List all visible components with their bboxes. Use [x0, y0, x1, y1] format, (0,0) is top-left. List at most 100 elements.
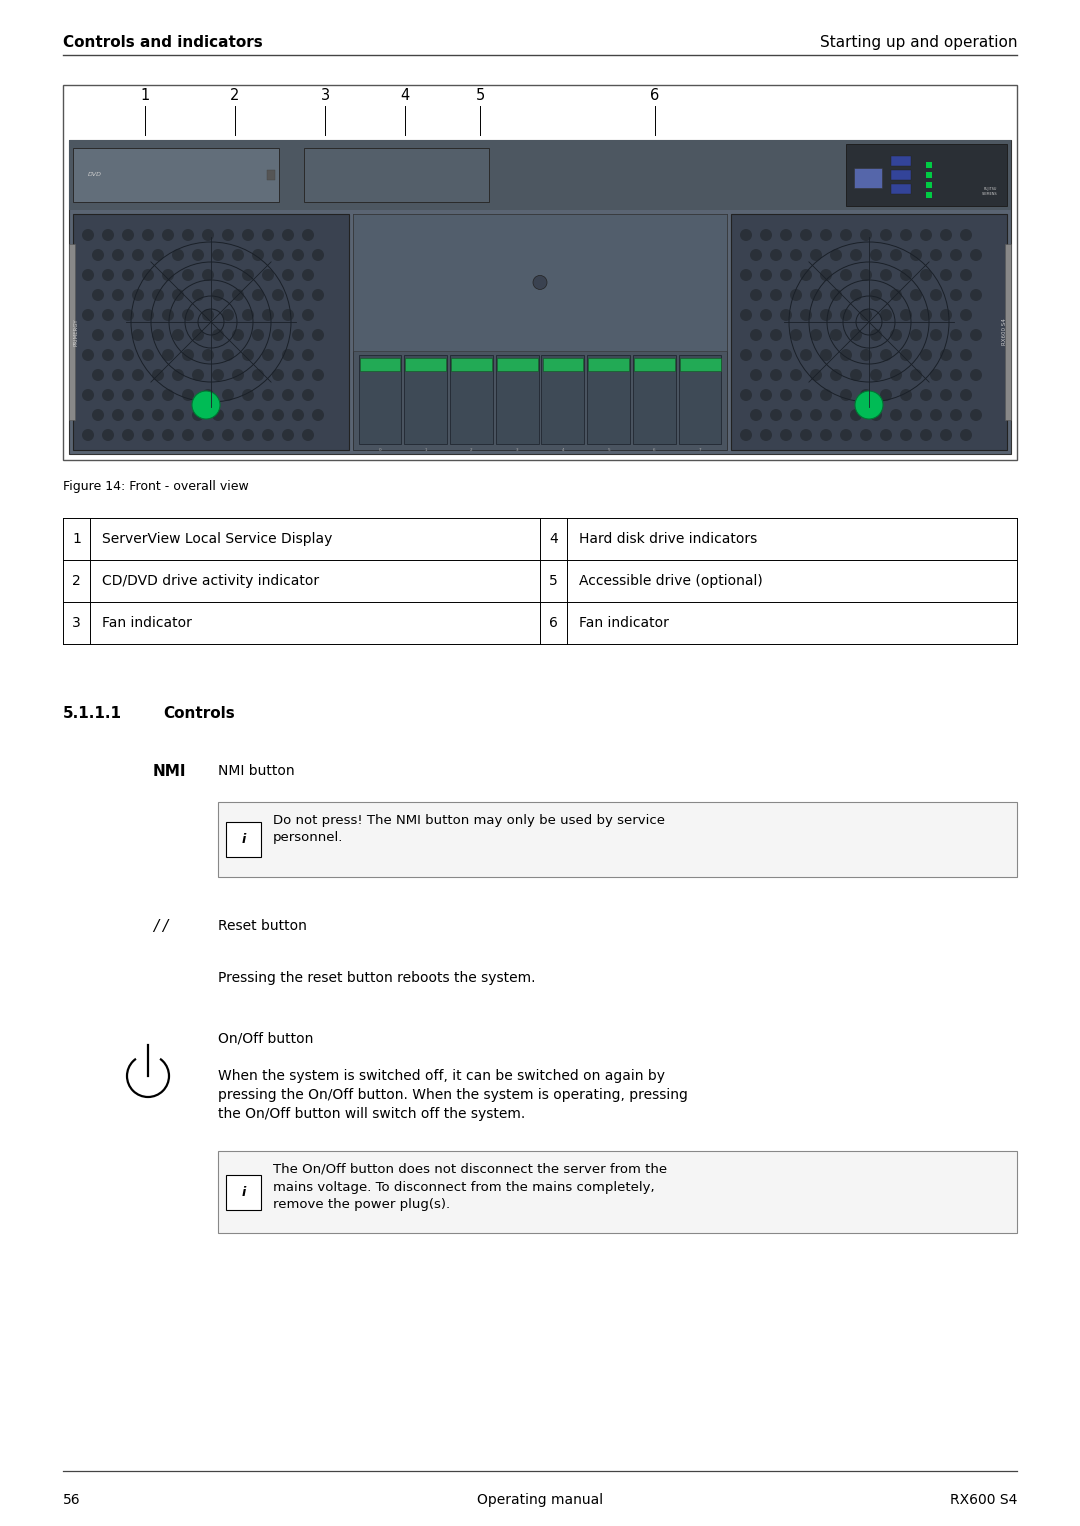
Bar: [451, 359, 491, 371]
Circle shape: [740, 308, 752, 320]
Circle shape: [890, 409, 902, 421]
Circle shape: [183, 349, 194, 362]
Circle shape: [141, 269, 154, 281]
Circle shape: [302, 389, 314, 401]
Text: 5: 5: [607, 449, 610, 452]
Circle shape: [880, 349, 892, 362]
Circle shape: [252, 330, 264, 340]
Circle shape: [740, 229, 752, 241]
Bar: [926, 162, 932, 168]
Circle shape: [950, 409, 962, 421]
Bar: [69, 140, 1011, 211]
Bar: [634, 359, 675, 371]
Circle shape: [102, 389, 114, 401]
Circle shape: [810, 249, 822, 261]
Circle shape: [292, 249, 303, 261]
Circle shape: [831, 330, 842, 340]
Circle shape: [92, 288, 104, 301]
Circle shape: [789, 249, 802, 261]
Text: 2: 2: [230, 89, 240, 102]
Bar: [846, 143, 1007, 206]
Circle shape: [820, 349, 832, 362]
Circle shape: [960, 349, 972, 362]
Circle shape: [183, 429, 194, 441]
Circle shape: [810, 288, 822, 301]
Text: 4: 4: [562, 449, 564, 452]
Circle shape: [740, 269, 752, 281]
Bar: [353, 214, 727, 450]
Circle shape: [122, 308, 134, 320]
Bar: [353, 214, 727, 351]
Text: Reset button: Reset button: [218, 919, 307, 932]
Circle shape: [282, 349, 294, 362]
Text: Operating manual: Operating manual: [477, 1492, 603, 1508]
Circle shape: [152, 409, 164, 421]
Circle shape: [141, 308, 154, 320]
Circle shape: [831, 409, 842, 421]
Circle shape: [850, 330, 862, 340]
Text: 3: 3: [321, 89, 329, 102]
Circle shape: [222, 429, 234, 441]
Circle shape: [242, 308, 254, 320]
Circle shape: [840, 229, 852, 241]
Circle shape: [950, 288, 962, 301]
Circle shape: [900, 269, 912, 281]
Text: Fan indicator: Fan indicator: [579, 617, 669, 630]
Circle shape: [850, 288, 862, 301]
Circle shape: [750, 330, 762, 340]
Circle shape: [162, 269, 174, 281]
Circle shape: [212, 330, 224, 340]
Circle shape: [910, 369, 922, 382]
Circle shape: [940, 349, 951, 362]
Bar: [63, 85, 1017, 459]
Text: 4: 4: [401, 89, 409, 102]
Bar: [926, 182, 932, 188]
Bar: [891, 156, 912, 166]
Circle shape: [820, 429, 832, 441]
Circle shape: [232, 409, 244, 421]
Circle shape: [222, 269, 234, 281]
Circle shape: [760, 349, 772, 362]
Circle shape: [940, 308, 951, 320]
Circle shape: [292, 288, 303, 301]
Circle shape: [212, 288, 224, 301]
Circle shape: [950, 249, 962, 261]
Circle shape: [970, 249, 982, 261]
Circle shape: [232, 369, 244, 382]
Circle shape: [141, 349, 154, 362]
Circle shape: [122, 349, 134, 362]
Circle shape: [820, 308, 832, 320]
Circle shape: [750, 369, 762, 382]
Circle shape: [92, 409, 104, 421]
Text: FUJITSU
SIEMENS: FUJITSU SIEMENS: [982, 188, 997, 195]
Circle shape: [222, 389, 234, 401]
Circle shape: [202, 229, 214, 241]
Circle shape: [870, 409, 882, 421]
Circle shape: [770, 369, 782, 382]
Circle shape: [780, 269, 792, 281]
Circle shape: [860, 308, 872, 320]
Circle shape: [860, 349, 872, 362]
Text: 1: 1: [424, 449, 427, 452]
Circle shape: [272, 288, 284, 301]
Circle shape: [82, 308, 94, 320]
Bar: [69, 140, 1011, 455]
Text: 3: 3: [516, 449, 518, 452]
Circle shape: [820, 269, 832, 281]
Text: On/Off button: On/Off button: [218, 1032, 313, 1045]
Circle shape: [920, 429, 932, 441]
Text: / /: / /: [153, 919, 168, 934]
Circle shape: [102, 308, 114, 320]
Circle shape: [840, 269, 852, 281]
Circle shape: [770, 288, 782, 301]
Circle shape: [202, 349, 214, 362]
Circle shape: [272, 330, 284, 340]
Circle shape: [212, 249, 224, 261]
Circle shape: [112, 409, 124, 421]
Circle shape: [880, 308, 892, 320]
Circle shape: [312, 330, 324, 340]
Text: Fan indicator: Fan indicator: [102, 617, 192, 630]
Circle shape: [192, 391, 220, 420]
Circle shape: [740, 429, 752, 441]
Circle shape: [192, 249, 204, 261]
